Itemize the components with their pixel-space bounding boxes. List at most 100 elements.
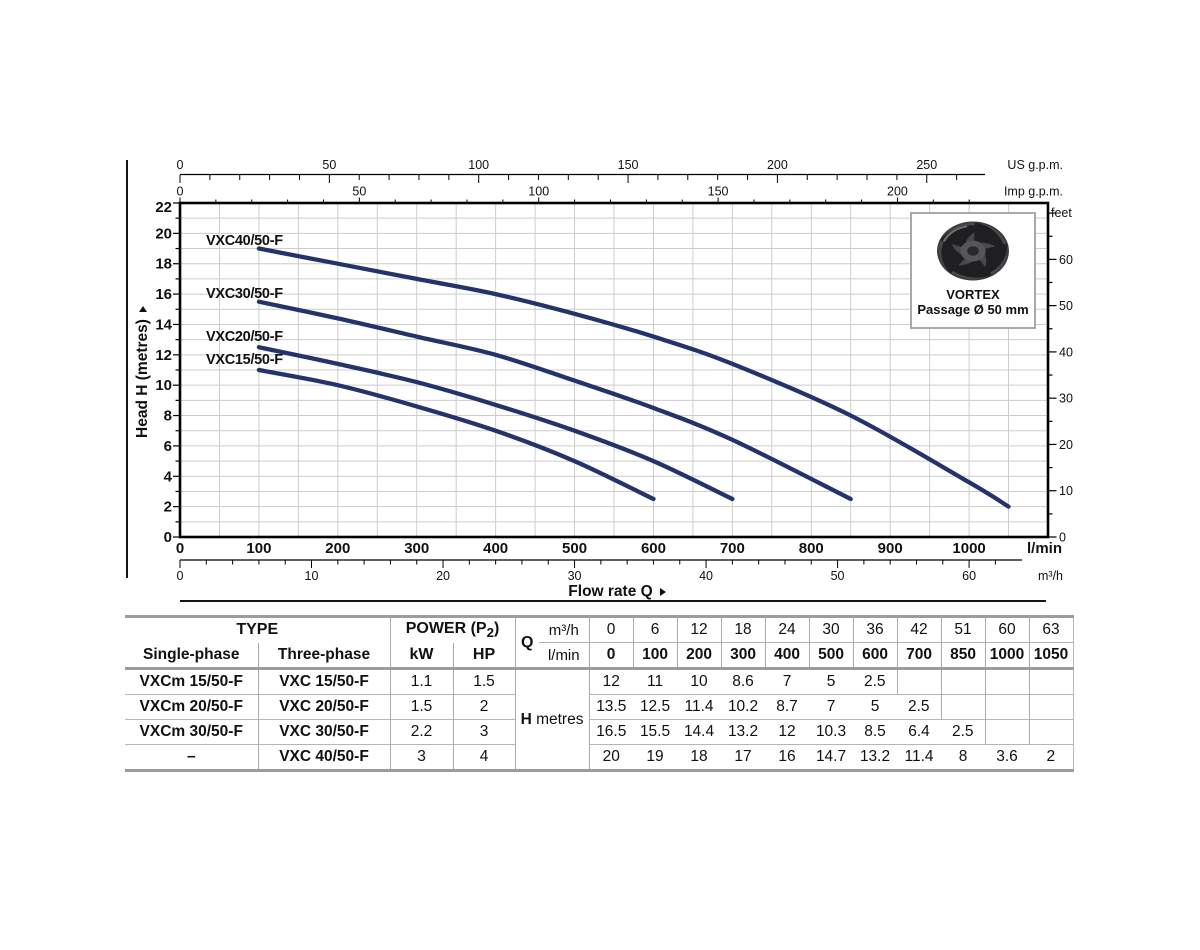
q-lmin-value-cell: 700	[896, 642, 942, 669]
lmin-tick-label: 100	[246, 540, 271, 557]
q-m3h-value-cell: 51	[940, 616, 986, 643]
power-header: POWER (P2)	[389, 616, 516, 643]
h-value-cell: 12	[765, 719, 810, 745]
h-label-unit: metres	[536, 710, 584, 728]
h-value-cell: 19	[633, 744, 678, 771]
h-value-cell: 5	[853, 694, 898, 720]
h-value-cell: 14.7	[809, 744, 854, 771]
q-m3h-value-cell: 42	[896, 616, 942, 643]
feet-tick-label: 10	[1059, 484, 1073, 498]
kw-cell: 3	[389, 744, 454, 771]
lmin-tick-label: 0	[176, 540, 184, 557]
m3h-tick-label: 20	[436, 569, 450, 583]
h-value-cell: 16.5	[588, 719, 634, 745]
power-subscript: 2	[486, 625, 495, 641]
us-gpm-tick-label: 150	[618, 158, 639, 172]
h-value-cell: 8	[941, 744, 986, 771]
m3h-tick-label: 40	[699, 569, 713, 583]
lmin-tick-label: 300	[404, 540, 429, 557]
x-axis-rule	[180, 600, 1046, 602]
h-value-cell: 15.5	[633, 719, 678, 745]
type-single-cell: VXCm 30/50-F	[125, 719, 258, 745]
us-gpm-tick-label: 0	[177, 158, 184, 172]
imp-gpm-tick-label: 0	[177, 185, 184, 199]
feet-unit-label: feet	[1051, 206, 1072, 220]
curve-label-vxc15-50-f: VXC15/50-F	[206, 352, 283, 368]
y-axis-title-text: Head H (metres)	[134, 319, 151, 438]
hp-cell: 4	[452, 744, 516, 771]
h-value-cell: 2.5	[853, 667, 898, 695]
q-m3h-value-cell: 0	[588, 616, 634, 643]
curve-label-vxc30-50-f: VXC30/50-F	[206, 286, 283, 302]
h-value-cell: 14.4	[677, 719, 722, 745]
metres-tick-label: 14	[155, 316, 172, 333]
h-value-cell	[940, 694, 986, 720]
three-phase-header: Three-phase	[257, 642, 391, 669]
q-m3h-value-cell: 36	[852, 616, 898, 643]
h-value-cell: 11.4	[677, 694, 722, 720]
metres-tick-label: 10	[155, 377, 172, 394]
m3h-tick-label: 10	[305, 569, 319, 583]
q-lmin-value-cell: 500	[808, 642, 854, 669]
q-m3h-value-cell: 24	[764, 616, 810, 643]
type-single-cell: VXCm 15/50-F	[125, 667, 258, 695]
h-value-cell	[984, 719, 1030, 745]
h-value-cell: 7	[765, 667, 810, 695]
us-gpm-tick-label: 100	[468, 158, 489, 172]
us-gpm-tick-label: 250	[916, 158, 937, 172]
curve-vxc20-50-f	[256, 345, 735, 502]
power-header-suffix: )	[494, 620, 500, 638]
lmin-tick-label: 200	[325, 540, 350, 557]
type-single-cell: VXCm 20/50-F	[125, 694, 258, 720]
type-three-cell: VXC 20/50-F	[257, 694, 391, 720]
feet-tick-label: 30	[1059, 392, 1073, 406]
type-three-cell: VXC 30/50-F	[257, 719, 391, 745]
h-value-cell: 18	[677, 744, 722, 771]
lmin-tick-label: 800	[799, 540, 824, 557]
h-value-cell: 12.5	[633, 694, 678, 720]
feet-tick-label: 20	[1059, 438, 1073, 452]
h-value-cell: 10	[677, 667, 722, 695]
h-value-cell: 2.5	[897, 694, 942, 720]
q-lmin-value-cell: 200	[676, 642, 722, 669]
m3h-tick-label: 50	[831, 569, 845, 583]
q-unit-lmin: l/min	[547, 646, 580, 664]
lmin-tick-label: 400	[483, 540, 508, 557]
h-label-bold: H	[520, 710, 532, 728]
h-value-cell: 11	[633, 667, 678, 695]
us-gpm-tick-label: 200	[767, 158, 788, 172]
h-value-cell	[1028, 719, 1074, 745]
type-header: TYPE	[236, 621, 279, 639]
h-value-cell: 7	[809, 694, 854, 720]
single-phase-header: Single-phase	[143, 645, 240, 663]
h-value-cell: 8.6	[721, 667, 766, 695]
q-m3h-value-cell: 12	[676, 616, 722, 643]
metres-tick-label: 0	[164, 529, 172, 546]
h-value-cell: 13.2	[853, 744, 898, 771]
h-metres-label: H metres	[514, 667, 590, 771]
arrow-up-icon	[139, 306, 147, 313]
kw-cell: 1.5	[389, 694, 454, 720]
q-lmin-value-cell: 850	[940, 642, 986, 669]
lmin-tick-label: 1000	[952, 540, 985, 557]
metres-tick-label: 6	[164, 438, 172, 455]
vortex-impeller-box: VORTEX Passage Ø 50 mm	[910, 212, 1036, 329]
h-value-cell: 10.2	[721, 694, 766, 720]
h-value-cell: 16	[765, 744, 810, 771]
h-value-cell	[1028, 694, 1074, 720]
lmin-tick-label: 600	[641, 540, 666, 557]
h-value-cell: 2.5	[941, 719, 986, 745]
q-unit-m3h: m³/h	[539, 616, 590, 643]
hp-cell: 2	[452, 694, 516, 720]
h-value-cell: 11.4	[897, 744, 942, 771]
us-gpm-unit-label: US g.p.m.	[1007, 158, 1063, 172]
type-three-cell: VXC 15/50-F	[257, 667, 391, 695]
h-value-cell: 20	[588, 744, 634, 771]
h-value-cell: 5	[809, 667, 854, 695]
h-value-cell: 12	[588, 667, 634, 695]
imp-gpm-tick-label: 100	[528, 185, 549, 199]
vortex-title: VORTEX	[946, 287, 1000, 302]
metres-tick-label: 2	[164, 499, 172, 516]
imp-gpm-tick-label: 50	[352, 185, 366, 199]
